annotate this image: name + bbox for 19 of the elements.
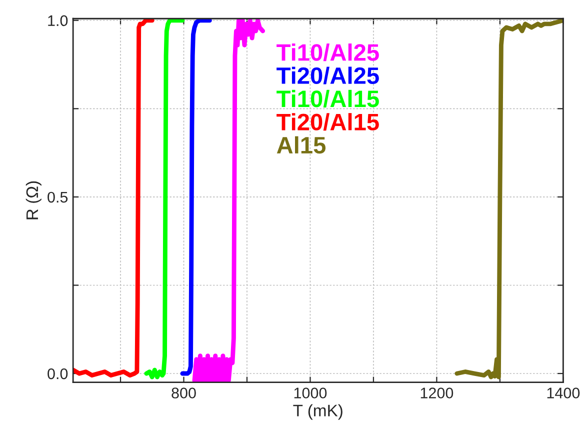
x-tick-label: 800 <box>172 388 196 398</box>
text: Al15 <box>276 136 326 154</box>
x-tick-label: 1000 <box>294 388 327 398</box>
text: Ti10/Al15 <box>276 90 379 108</box>
x-tick-label: 1400 <box>547 388 580 398</box>
y-tick-label: 1.0 <box>48 15 68 26</box>
line-series <box>180 18 212 376</box>
y-axis-title: R (Ω) <box>26 181 42 220</box>
text: Ti20/Al25 <box>276 66 379 84</box>
y-tick-label: 0.5 <box>48 192 68 203</box>
series-label: Ti10/Al25 <box>276 44 379 62</box>
line-series <box>192 18 266 382</box>
x-axis-title: T (mK) <box>293 404 342 420</box>
line-series <box>73 18 154 378</box>
text: Ti20/Al15 <box>276 113 379 131</box>
line-series <box>454 18 564 380</box>
y-tick-label: 0.0 <box>48 368 68 380</box>
x-tick-label: 1200 <box>420 388 454 398</box>
line-series <box>144 18 185 380</box>
